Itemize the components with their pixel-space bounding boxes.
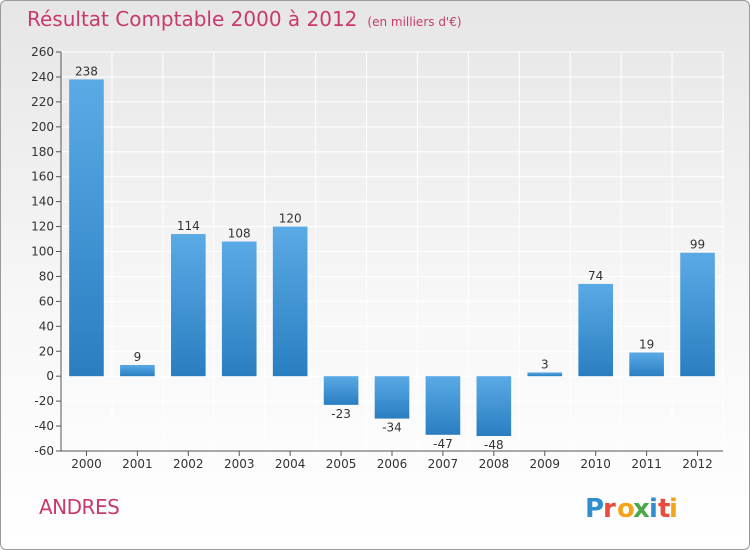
y-tick-label: 260 xyxy=(31,45,54,59)
bar-2003 xyxy=(221,241,257,377)
y-tick-label: 20 xyxy=(39,344,54,358)
x-tick-label: 2011 xyxy=(631,457,662,471)
x-tick-label: 2003 xyxy=(224,457,255,471)
y-tick-label: 240 xyxy=(31,70,54,84)
y-tick-label: 200 xyxy=(31,120,54,134)
logo-letter: i xyxy=(669,494,678,524)
bar-2010 xyxy=(578,283,614,377)
bar-2002 xyxy=(170,234,206,377)
x-tick-label: 2000 xyxy=(71,457,102,471)
y-tick-label: 160 xyxy=(31,170,54,184)
y-tick-label: 80 xyxy=(39,269,54,283)
x-tick-label: 2012 xyxy=(682,457,713,471)
commune-name: ANDRES xyxy=(39,495,120,519)
logo-letter: x xyxy=(633,494,650,524)
x-tick-label: 2008 xyxy=(479,457,510,471)
data-label-2010: 74 xyxy=(588,269,603,283)
bar-2007 xyxy=(425,376,461,435)
y-tick-label: 0 xyxy=(46,369,54,383)
logo-letter: t xyxy=(658,494,670,524)
bar-2012 xyxy=(680,252,715,377)
x-tick-label: 2005 xyxy=(326,457,357,471)
bar-2001 xyxy=(120,364,155,377)
y-tick-label: 100 xyxy=(31,245,54,259)
bar-2005 xyxy=(323,376,359,405)
data-label-2008: -48 xyxy=(484,438,504,452)
x-tick-label: 2009 xyxy=(529,457,560,471)
data-label-2002: 114 xyxy=(177,219,200,233)
x-tick-label: 2007 xyxy=(428,457,459,471)
chart-subtitle: (en milliers d'€) xyxy=(367,15,462,29)
bar-2004 xyxy=(272,226,308,377)
y-tick-label: 180 xyxy=(31,145,54,159)
y-tick-label: 140 xyxy=(31,195,54,209)
data-label-2005: -23 xyxy=(331,407,351,421)
title-row: Résultat Comptable 2000 à 2012 (en millie… xyxy=(27,7,462,31)
chart-title: Résultat Comptable 2000 à 2012 xyxy=(27,7,358,31)
y-tick-label: -40 xyxy=(34,419,54,433)
logo-letter: r xyxy=(603,494,616,524)
y-tick-label: -60 xyxy=(34,444,54,458)
y-tick-label: 220 xyxy=(31,95,54,109)
data-label-2006: -34 xyxy=(382,421,402,435)
bar-2009 xyxy=(527,372,563,377)
data-label-2000: 238 xyxy=(75,64,98,78)
bar-2006 xyxy=(374,376,410,419)
bar-2008 xyxy=(476,376,512,437)
data-label-2007: -47 xyxy=(433,437,453,451)
x-tick-label: 2002 xyxy=(173,457,204,471)
data-label-2003: 108 xyxy=(228,227,251,241)
y-tick-label: 40 xyxy=(39,319,54,333)
data-label-2004: 120 xyxy=(279,212,302,226)
y-tick-label: 120 xyxy=(31,220,54,234)
x-tick-label: 2004 xyxy=(275,457,306,471)
x-tick-label: 2001 xyxy=(122,457,153,471)
bar-2000 xyxy=(69,79,104,377)
logo-letter: P xyxy=(585,494,604,524)
y-tick-label: -20 xyxy=(34,394,54,408)
data-label-2011: 19 xyxy=(639,337,654,351)
bar-2011 xyxy=(629,352,664,377)
x-tick-label: 2006 xyxy=(377,457,408,471)
y-tick-label: 60 xyxy=(39,294,54,308)
data-label-2001: 9 xyxy=(134,350,142,364)
x-tick-label: 2010 xyxy=(580,457,611,471)
data-label-2009: 3 xyxy=(541,357,549,371)
logo-letter: o xyxy=(617,494,635,524)
data-label-2012: 99 xyxy=(690,238,705,252)
logo-letter: i xyxy=(649,494,658,524)
